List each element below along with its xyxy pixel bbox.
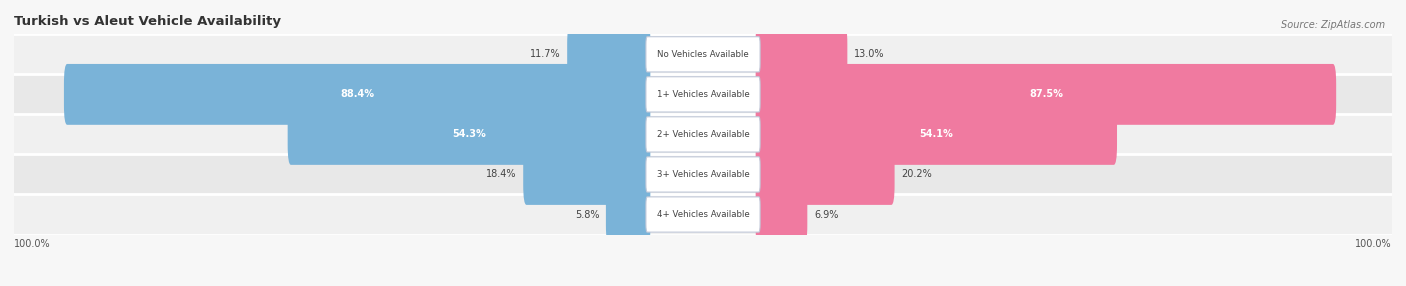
Text: 2+ Vehicles Available: 2+ Vehicles Available (657, 130, 749, 139)
FancyBboxPatch shape (645, 117, 761, 152)
Text: 18.4%: 18.4% (486, 170, 516, 179)
FancyBboxPatch shape (645, 77, 761, 112)
FancyBboxPatch shape (63, 64, 651, 125)
FancyBboxPatch shape (567, 24, 651, 85)
Text: 4+ Vehicles Available: 4+ Vehicles Available (657, 210, 749, 219)
Bar (14, 194, 1392, 235)
Text: 54.1%: 54.1% (920, 130, 953, 139)
FancyBboxPatch shape (755, 104, 1116, 165)
Bar (14, 114, 1392, 154)
Text: Source: ZipAtlas.com: Source: ZipAtlas.com (1281, 20, 1385, 30)
FancyBboxPatch shape (645, 37, 761, 72)
Text: Turkish vs Aleut Vehicle Availability: Turkish vs Aleut Vehicle Availability (14, 15, 281, 28)
FancyBboxPatch shape (755, 184, 807, 245)
Text: 13.0%: 13.0% (853, 49, 884, 59)
FancyBboxPatch shape (755, 24, 848, 85)
Text: 3+ Vehicles Available: 3+ Vehicles Available (657, 170, 749, 179)
Text: 1+ Vehicles Available: 1+ Vehicles Available (657, 90, 749, 99)
FancyBboxPatch shape (288, 104, 651, 165)
Text: 11.7%: 11.7% (530, 49, 561, 59)
Text: No Vehicles Available: No Vehicles Available (657, 50, 749, 59)
FancyBboxPatch shape (606, 184, 651, 245)
Bar (14, 74, 1392, 114)
FancyBboxPatch shape (645, 197, 761, 232)
FancyBboxPatch shape (645, 157, 761, 192)
Text: 20.2%: 20.2% (901, 170, 932, 179)
FancyBboxPatch shape (523, 144, 651, 205)
Bar (14, 34, 1392, 74)
Text: 54.3%: 54.3% (453, 130, 486, 139)
Text: 5.8%: 5.8% (575, 210, 599, 219)
Text: 88.4%: 88.4% (340, 90, 374, 99)
FancyBboxPatch shape (755, 64, 1336, 125)
Text: 6.9%: 6.9% (814, 210, 838, 219)
Text: 100.0%: 100.0% (14, 239, 51, 249)
FancyBboxPatch shape (755, 144, 894, 205)
Text: 100.0%: 100.0% (1355, 239, 1392, 249)
Text: 87.5%: 87.5% (1029, 90, 1063, 99)
Bar (14, 154, 1392, 194)
